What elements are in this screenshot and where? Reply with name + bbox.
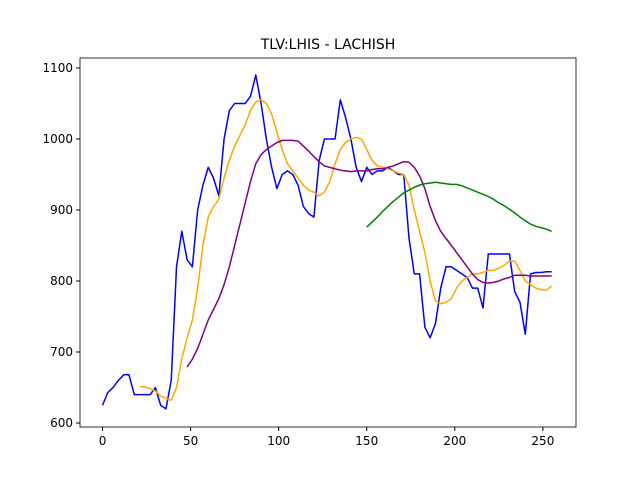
chart-title: TLV:LHIS - LACHISH — [260, 37, 396, 53]
series-line — [186, 139, 552, 368]
series-line — [139, 99, 553, 402]
y-tick-label: 800 — [50, 274, 73, 288]
y-tick-label: 600 — [50, 416, 73, 430]
y-tick-label: 900 — [50, 203, 73, 217]
x-tick-label: 0 — [99, 434, 107, 448]
y-tick-label: 700 — [50, 345, 73, 359]
y-tick-label: 1000 — [42, 132, 73, 146]
x-tick-label: 150 — [355, 434, 378, 448]
series-line — [366, 181, 552, 232]
x-tick-label: 250 — [531, 434, 554, 448]
x-tick-label: 50 — [183, 434, 198, 448]
plot-frame — [79, 57, 577, 428]
series-line — [101, 74, 552, 410]
y-tick-label: 1100 — [42, 61, 73, 75]
x-tick-label: 100 — [267, 434, 290, 448]
x-tick-label: 200 — [443, 434, 466, 448]
